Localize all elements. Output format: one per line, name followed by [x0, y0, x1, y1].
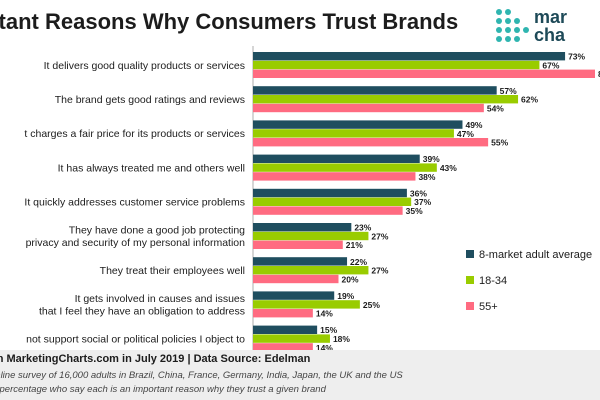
logo-text-line1: mar [534, 7, 568, 27]
category-label: It delivers good quality products or ser… [44, 60, 245, 72]
data-label: 43% [440, 163, 457, 173]
bar [253, 52, 566, 61]
bar [253, 86, 497, 95]
data-label: 37% [414, 197, 431, 207]
category-label: t charges a fair price for its products … [24, 128, 245, 140]
legend-label: 8-market adult average [479, 249, 592, 261]
methodology-note: online survey of 16,000 adults in Brazil… [0, 370, 403, 381]
chart-title: rtant Reasons Why Consumers Trust Brands [0, 9, 459, 34]
data-label: 27% [371, 231, 388, 241]
bar [253, 274, 339, 284]
legend-label: 18-34 [479, 275, 507, 287]
bar [253, 257, 348, 266]
bar [253, 266, 369, 275]
data-label: 36% [410, 188, 427, 198]
bar [253, 163, 437, 172]
bar [253, 197, 412, 206]
data-label: 35% [406, 206, 423, 216]
bar [253, 172, 416, 181]
base-note: w percentage who say each is an importan… [0, 384, 326, 395]
logo-text-line2: cha [534, 25, 566, 44]
marketingcharts-logo: mar cha [492, 4, 600, 44]
data-label: 23% [354, 223, 371, 233]
source-line: on MarketingCharts.com in July 2019 | Da… [0, 353, 311, 365]
data-label: 67% [542, 60, 559, 70]
bar [253, 60, 540, 70]
bar [253, 343, 313, 350]
logo-dots-icon [496, 9, 529, 42]
bar [253, 69, 595, 78]
bar [253, 129, 454, 138]
bar [253, 206, 403, 215]
category-label: It quickly addresses customer service pr… [24, 197, 245, 209]
data-label: 15% [320, 325, 337, 335]
bar [253, 223, 352, 232]
data-label: 27% [371, 266, 388, 276]
bar [253, 231, 369, 241]
category-label: It gets involved in causes and issues [75, 293, 245, 305]
data-label: 73% [568, 52, 585, 62]
category-label: They treat their employees well [100, 265, 245, 277]
data-label: 62% [521, 95, 538, 105]
bar [253, 334, 330, 343]
category-label: privacy and security of my personal info… [26, 237, 246, 249]
data-label: 39% [423, 154, 440, 164]
footer: on MarketingCharts.com in July 2019 | Da… [0, 350, 600, 400]
data-label: 14% [316, 343, 333, 350]
data-label: 54% [487, 103, 504, 113]
category-label: It has always treated me and others well [58, 162, 245, 174]
legend-swatch [466, 276, 474, 284]
data-label: 14% [316, 309, 333, 319]
data-label: 20% [342, 274, 359, 284]
bar [253, 138, 489, 147]
data-label: 19% [337, 291, 354, 301]
data-label: 80% [598, 69, 600, 79]
bar-chart: It delivers good quality products or ser… [24, 46, 600, 350]
legend-swatch [466, 302, 474, 310]
bar [253, 300, 360, 309]
data-label: 25% [363, 300, 380, 310]
bar [253, 120, 463, 129]
data-label: 22% [350, 257, 367, 267]
data-label: 38% [418, 172, 435, 182]
data-label: 57% [500, 86, 517, 96]
legend: 8-market adult average 18-34 55+ [466, 249, 592, 313]
data-label: 18% [333, 334, 350, 344]
bar [253, 291, 335, 300]
bar [253, 188, 407, 198]
bar [253, 325, 318, 334]
data-label: 55% [491, 138, 508, 148]
bar [253, 154, 420, 163]
data-label: 47% [457, 129, 474, 139]
data-label: 49% [465, 120, 482, 130]
legend-swatch [466, 250, 474, 258]
bar [253, 103, 484, 113]
legend-label: 55+ [479, 301, 498, 313]
bar [253, 309, 313, 318]
bar [253, 240, 343, 249]
category-label: They have done a good job protecting [69, 225, 245, 237]
data-label: 21% [346, 240, 363, 250]
category-label: that I feel they have an obligation to a… [39, 305, 245, 317]
category-label: not support social or political policies… [26, 333, 245, 345]
bar [253, 95, 519, 104]
category-label: The brand gets good ratings and reviews [55, 94, 245, 106]
